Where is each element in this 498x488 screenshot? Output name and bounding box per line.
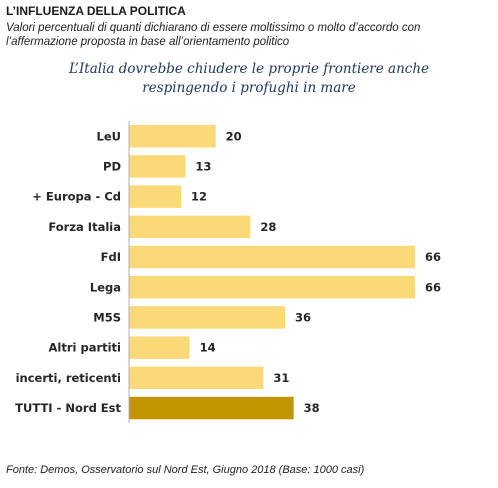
bar-9 bbox=[129, 396, 294, 420]
category-label-9: TUTTI - Nord Est bbox=[15, 401, 121, 415]
value-label-3: 28 bbox=[260, 220, 276, 234]
category-label-7: Altri partiti bbox=[49, 341, 122, 355]
header-subtitle: Valori percentuali di quanti dichiarano … bbox=[6, 21, 492, 49]
category-label-3: Forza Italia bbox=[48, 220, 121, 234]
value-label-7: 14 bbox=[200, 341, 216, 355]
category-label-6: M5S bbox=[93, 310, 121, 324]
category-label-8: incerti, reticenti bbox=[16, 371, 121, 385]
bar-2 bbox=[129, 185, 181, 208]
bar-1 bbox=[129, 155, 186, 178]
value-label-0: 20 bbox=[226, 129, 242, 143]
value-label-8: 31 bbox=[273, 371, 289, 385]
bar-8 bbox=[129, 366, 264, 390]
bar-0 bbox=[129, 125, 216, 148]
category-label-0: LeU bbox=[97, 129, 121, 143]
bar-6 bbox=[129, 306, 285, 329]
value-label-1: 13 bbox=[195, 159, 211, 173]
footer-source: Fonte: Demos, Osservatorio sul Nord Est,… bbox=[6, 464, 365, 476]
value-label-9: 38 bbox=[304, 401, 320, 415]
header-subtitle-line-1: Valori percentuali di quanti dichiarano … bbox=[6, 22, 421, 34]
value-label-5: 66 bbox=[425, 280, 441, 294]
category-label-5: Lega bbox=[90, 280, 121, 294]
value-label-6: 36 bbox=[295, 310, 311, 324]
category-label-2: + Europa - Cd bbox=[32, 190, 121, 204]
value-label-2: 12 bbox=[191, 190, 207, 204]
category-label-4: FdI bbox=[101, 250, 121, 264]
chart-title-line-2: respingendo i profughi in mare bbox=[142, 80, 356, 96]
header-title: L’INFLUENZA DELLA POLITICA bbox=[6, 4, 186, 18]
chart-title: L’Italia dovrebbe chiudere le proprie fr… bbox=[0, 60, 498, 98]
value-label-4: 66 bbox=[425, 250, 441, 264]
bar-3 bbox=[129, 215, 251, 239]
bar-4 bbox=[129, 245, 415, 269]
header-subtitle-line-2: l’affermazione proposta in base all’orie… bbox=[6, 36, 290, 48]
bar-7 bbox=[129, 336, 190, 359]
bar-5 bbox=[129, 276, 415, 299]
category-label-1: PD bbox=[103, 159, 121, 173]
chart-title-line-1: L’Italia dovrebbe chiudere le proprie fr… bbox=[68, 61, 430, 77]
